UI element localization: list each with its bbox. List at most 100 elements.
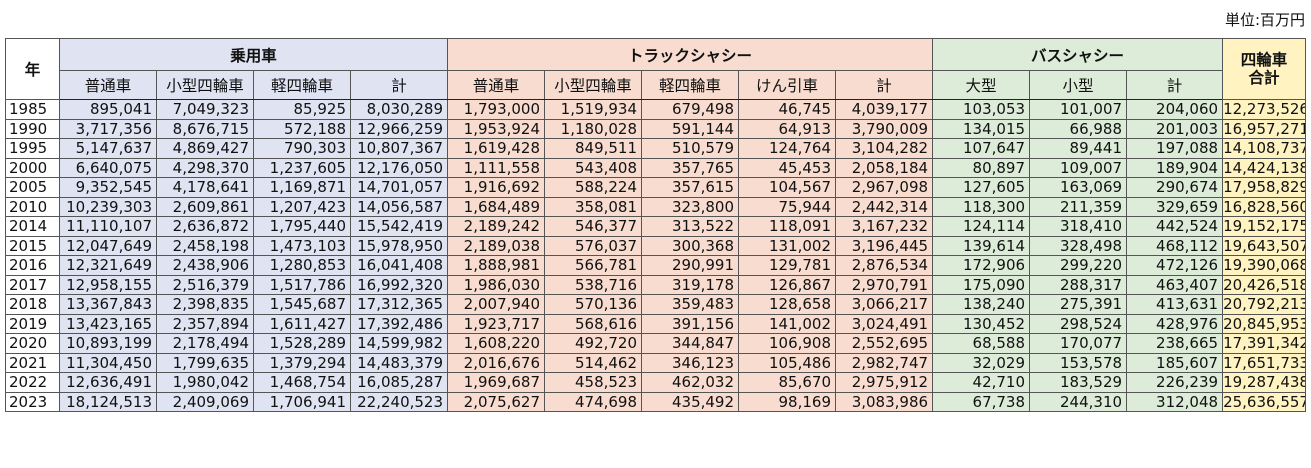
table-body: 1985 895,041 7,049,323 85,925 8,030,289 1,793… [5,99,1307,412]
truck-subtotal-cell: 2,876,534 [835,255,934,276]
passenger-mini-cell: 1,468,754 [253,372,351,393]
bus-small-cell: 101,007 [1029,99,1128,120]
four-wheel-total-cell: 17,958,829 [1222,177,1307,198]
table-row: 2019 13,423,165 2,357,894 1,611,427 17,392,4… [5,313,1307,334]
passenger-subtotal-cell: 17,312,365 [349,294,449,315]
passenger-mini-cell: 1,528,289 [253,333,351,354]
passenger-regular-cell: 9,352,545 [59,177,157,198]
truck-mini-cell: 359,483 [641,294,740,315]
truck-small-cell: 514,462 [544,352,643,373]
truck-regular-cell: 1,684,489 [447,196,546,217]
truck-mini-cell: 435,492 [641,391,740,412]
passenger-regular-cell: 13,423,165 [59,313,157,334]
bus-subtotal-cell: 468,112 [1126,235,1224,256]
truck-small-cell: 492,720 [544,333,643,354]
bus-large-cell: 68,588 [932,333,1031,354]
truck-regular-cell: 1,888,981 [447,255,546,276]
truck-small-cell: 576,037 [544,235,643,256]
year-cell: 2018 [5,294,60,315]
four-wheel-total-cell: 20,426,518 [1222,274,1307,295]
bus-large-cell: 103,053 [932,99,1031,120]
bus-small-cell: 299,220 [1029,255,1128,276]
bus-subtotal-cell: 201,003 [1126,118,1224,139]
table-row: 2023 18,124,513 2,409,069 1,706,941 22,240,5… [5,391,1307,412]
table-row: 2015 12,047,649 2,458,198 1,473,103 15,978,9… [5,235,1307,256]
year-cell: 2014 [5,216,60,237]
four-wheel-total-header: 四輪車 合計 [1222,38,1307,100]
truck-mini-header: 軽四輪車 [641,70,740,100]
passenger-mini-cell: 85,925 [253,99,351,120]
passenger-subtotal-cell: 15,542,419 [349,216,449,237]
passenger-subtotal-cell: 16,085,287 [349,372,449,393]
four-wheel-total-cell: 19,287,438 [1222,372,1307,393]
year-cell: 2010 [5,196,60,217]
four-wheel-total-cell: 17,651,733 [1222,352,1307,373]
passenger-mini-cell: 1,237,605 [253,157,351,178]
bus-large-cell: 42,710 [932,372,1031,393]
truck-subtotal-cell: 3,024,491 [835,313,934,334]
sub-header-row: 普通車 小型四輪車 軽四輪車 計 普通車 小型四輪車 軽四輪車 けん引車 計 大… [6,70,1306,100]
truck-small-cell: 538,716 [544,274,643,295]
passenger-mini-cell: 1,473,103 [253,235,351,256]
truck-tractor-cell: 128,658 [738,294,837,315]
table-row: 1995 5,147,637 4,869,427 790,303 10,807,367 1… [5,138,1307,159]
table-row: 2014 11,110,107 2,636,872 1,795,440 15,542,4… [5,216,1307,237]
truck-regular-cell: 2,189,038 [447,235,546,256]
passenger-small-cell: 2,609,861 [156,196,254,217]
passenger-regular-cell: 13,367,843 [59,294,157,315]
truck-subtotal-cell: 2,058,184 [835,157,934,178]
truck-mini-cell: 510,579 [641,138,740,159]
truck-tractor-cell: 85,670 [738,372,837,393]
year-cell: 2005 [5,177,60,198]
truck-mini-cell: 344,847 [641,333,740,354]
passenger-mini-cell: 1,611,427 [253,313,351,334]
truck-mini-cell: 591,144 [641,118,740,139]
truck-mini-cell: 300,368 [641,235,740,256]
bus-subtotal-cell: 204,060 [1126,99,1224,120]
truck-subtotal-cell: 2,982,747 [835,352,934,373]
year-cell: 2021 [5,352,60,373]
passenger-mini-cell: 1,706,941 [253,391,351,412]
year-header: 年 [5,38,60,100]
truck-tractor-cell: 129,781 [738,255,837,276]
passenger-mini-cell: 1,207,423 [253,196,351,217]
four-wheel-total-cell: 16,828,560 [1222,196,1307,217]
truck-mini-cell: 346,123 [641,352,740,373]
truck-subtotal-header: 計 [835,70,934,100]
table-row: 2020 10,893,199 2,178,494 1,528,289 14,599,9… [5,333,1307,354]
truck-regular-cell: 1,111,558 [447,157,546,178]
truck-regular-cell: 1,923,717 [447,313,546,334]
truck-small-cell: 474,698 [544,391,643,412]
truck-small-cell: 588,224 [544,177,643,198]
four-wheel-total-cell: 14,108,737 [1222,138,1307,159]
truck-small-cell: 568,616 [544,313,643,334]
bus-large-cell: 139,614 [932,235,1031,256]
passenger-regular-cell: 11,304,450 [59,352,157,373]
passenger-subtotal-cell: 10,807,367 [349,138,449,159]
truck-small-cell: 1,519,934 [544,99,643,120]
passenger-mini-cell: 1,169,871 [253,177,351,198]
year-cell: 2023 [5,391,60,412]
truck-tractor-cell: 106,908 [738,333,837,354]
passenger-mini-header: 軽四輪車 [253,70,351,100]
bus-subtotal-cell: 472,126 [1126,255,1224,276]
bus-large-cell: 138,240 [932,294,1031,315]
truck-tractor-cell: 75,944 [738,196,837,217]
passenger-small-cell: 2,458,198 [156,235,254,256]
truck-subtotal-cell: 3,167,232 [835,216,934,237]
bus-large-cell: 80,897 [932,157,1031,178]
bus-large-cell: 124,114 [932,216,1031,237]
passenger-subtotal-cell: 16,041,408 [349,255,449,276]
truck-subtotal-cell: 4,039,177 [835,99,934,120]
truck-small-cell: 546,377 [544,216,643,237]
bus-small-cell: 328,498 [1029,235,1128,256]
bus-large-cell: 67,738 [932,391,1031,412]
truck-small-cell: 849,511 [544,138,643,159]
bus-small-cell: 66,988 [1029,118,1128,139]
passenger-mini-cell: 1,545,687 [253,294,351,315]
four-wheel-total-cell: 19,643,507 [1222,235,1307,256]
passenger-small-cell: 2,516,379 [156,274,254,295]
bus-large-cell: 107,647 [932,138,1031,159]
year-cell: 2022 [5,372,60,393]
four-wheel-total-cell: 25,636,557 [1222,391,1307,412]
